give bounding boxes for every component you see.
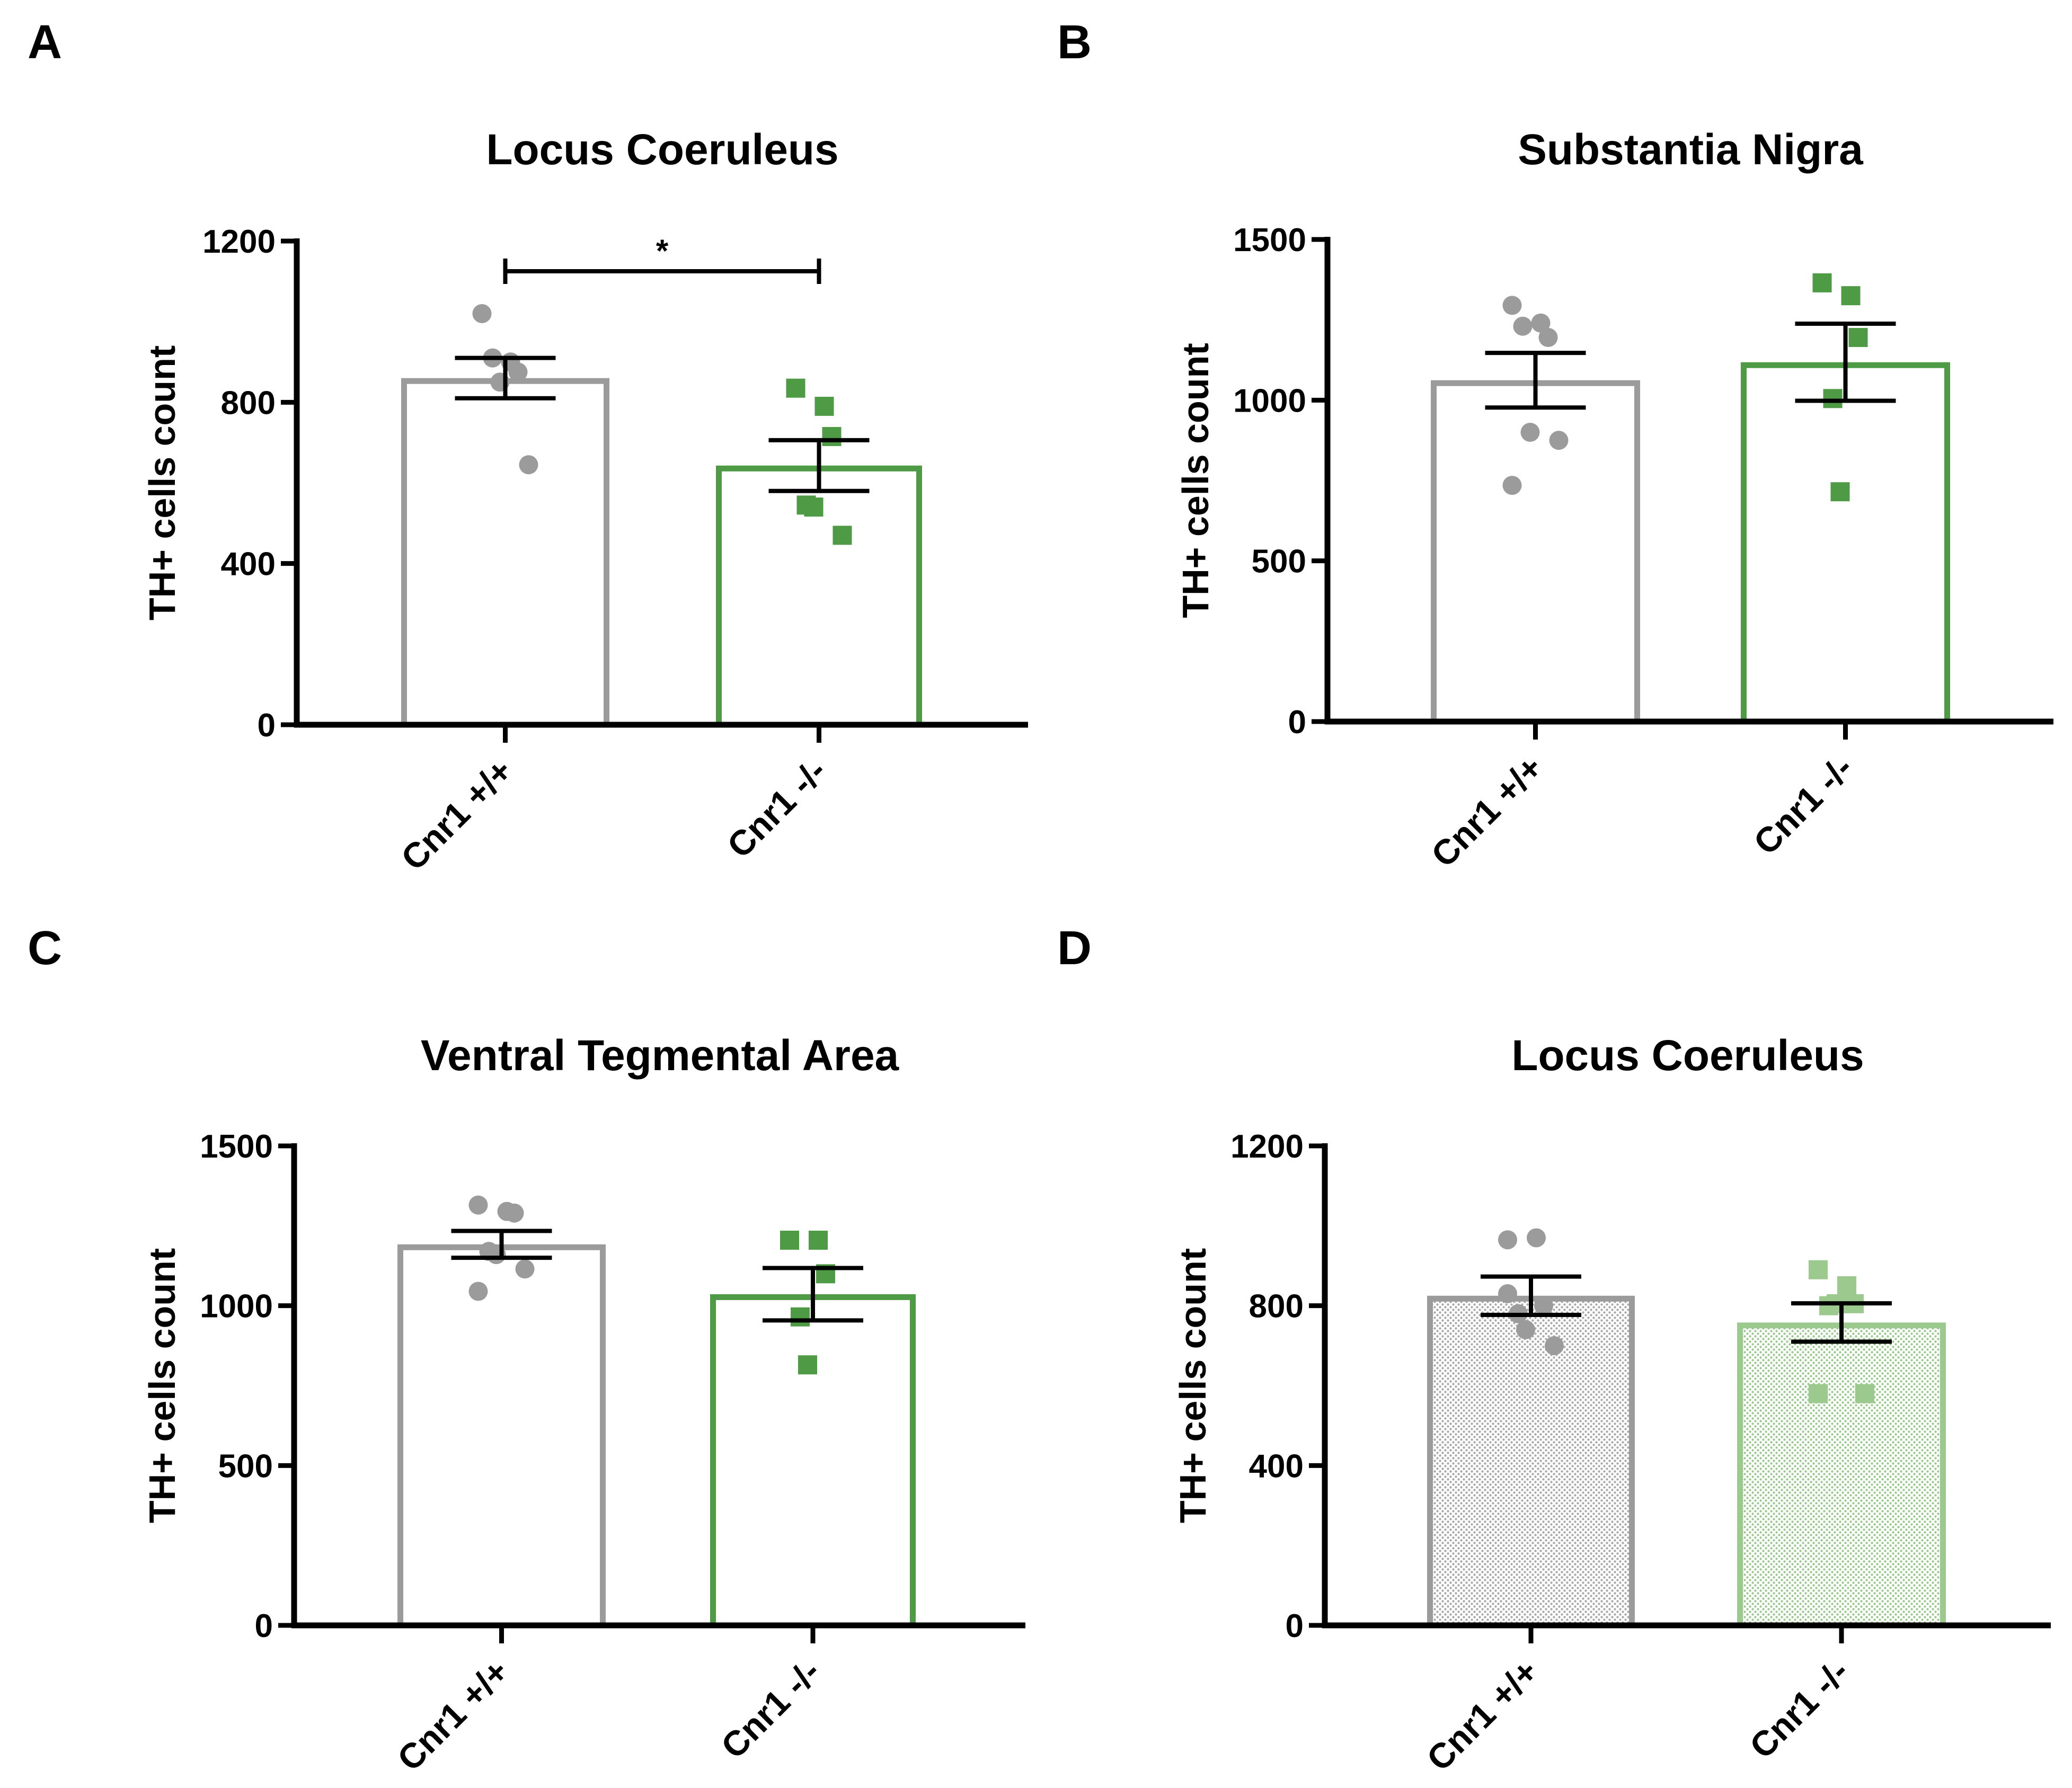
- x-tick-label-b-0: Cnr1 +/+: [1423, 748, 1550, 875]
- y-tick-label-a-0: 0: [258, 707, 276, 744]
- data-point-a-0-0: [472, 304, 492, 323]
- data-point-d-1-6: [1809, 1384, 1828, 1403]
- y-tick-label-a-1: 400: [221, 546, 276, 583]
- error-bar-c-1: [763, 1266, 863, 1323]
- y-tick-label-d-0: 0: [1286, 1608, 1304, 1644]
- x-tick-label-a-0: Cnr1 +/+: [393, 751, 520, 878]
- bar-a-0: [401, 378, 609, 728]
- error-bar-d-0: [1481, 1274, 1581, 1318]
- data-point-a-1-1: [814, 396, 834, 416]
- panel-a: A Locus Coeruleus TH+ cells count 0 400 800 12…: [28, 16, 1028, 878]
- data-point-b-1-0: [1812, 273, 1832, 292]
- data-point-a-1-4: [804, 497, 824, 517]
- data-point-d-0-4: [1516, 1320, 1535, 1339]
- data-point-c-0-0: [468, 1195, 488, 1215]
- data-point-b-0-4: [1520, 423, 1540, 442]
- y-tick-label-a-2: 800: [221, 385, 276, 421]
- data-point-a-1-0: [786, 378, 805, 398]
- panel-d: D Locus Coeruleus TH+ cells count 0 400 800 12…: [1057, 922, 2051, 1778]
- chart-title-a: Locus Coeruleus: [486, 126, 838, 174]
- y-tick-label-c-0: 0: [255, 1608, 273, 1644]
- significance-bracket-a: [503, 259, 821, 284]
- y-tick-label-b-3: 1500: [1233, 222, 1306, 259]
- bar-c-1: [710, 1294, 916, 1629]
- bar-d-0: [1427, 1295, 1635, 1629]
- panel-letter-c: C: [28, 922, 62, 975]
- y-tick-label-b-2: 1000: [1233, 382, 1306, 419]
- panel-b: B Substantia Nigra TH+ cells count 0 500 1000…: [1057, 16, 2053, 875]
- data-point-c-0-5: [515, 1259, 535, 1279]
- panel-letter-b: B: [1057, 16, 1092, 69]
- data-point-a-0-5: [519, 455, 538, 475]
- y-tick-label-d-2: 800: [1249, 1288, 1304, 1325]
- panel-letter-a: A: [28, 16, 62, 69]
- chart-title-d: Locus Coeruleus: [1511, 1031, 1864, 1080]
- data-point-c-0-2: [504, 1203, 524, 1223]
- data-point-b-1-3: [1823, 389, 1843, 408]
- y-tick-label-d-3: 1200: [1230, 1128, 1304, 1165]
- x-tick-label-c-0: Cnr1 +/+: [389, 1652, 516, 1778]
- y-axis-label-c: TH+ cells count: [141, 1248, 183, 1523]
- error-bar-a-1: [768, 438, 870, 493]
- data-point-b-1-4: [1830, 482, 1850, 502]
- data-point-d-1-5: [1855, 1384, 1874, 1403]
- data-point-a-0-2: [508, 362, 528, 382]
- data-point-d-0-0: [1498, 1230, 1517, 1250]
- data-point-c-0-6: [468, 1282, 488, 1301]
- significance-label-a: *: [656, 233, 669, 269]
- data-point-a-1-5: [833, 526, 852, 545]
- data-point-a-1-2: [822, 427, 842, 447]
- error-bar-b-1: [1795, 321, 1896, 403]
- bar-c-0: [397, 1244, 606, 1629]
- y-tick-label-b-1: 500: [1252, 544, 1306, 580]
- error-bar-b-0: [1485, 351, 1586, 410]
- y-tick-label-a-3: 1200: [202, 224, 276, 260]
- y-tick-label-c-3: 1500: [200, 1128, 273, 1165]
- data-point-b-0-5: [1549, 431, 1569, 450]
- data-point-c-1-0: [780, 1230, 799, 1250]
- bar-d-1: [1737, 1322, 1946, 1629]
- data-point-b-0-2: [1538, 328, 1558, 348]
- data-point-c-1-4: [798, 1355, 817, 1375]
- data-point-b-0-0: [1502, 296, 1522, 315]
- data-point-c-1-3: [791, 1307, 810, 1327]
- panel-c: C Ventral Tegmental Area TH+ cells count 0 5…: [28, 922, 1025, 1778]
- y-axis-label-b: TH+ cells count: [1175, 343, 1216, 618]
- data-point-d-0-5: [1545, 1336, 1564, 1356]
- y-axis-label-d: TH+ cells count: [1172, 1248, 1214, 1523]
- panel-letter-d: D: [1057, 922, 1092, 975]
- data-point-d-1-1: [1837, 1276, 1856, 1295]
- y-tick-label-b-0: 0: [1288, 704, 1306, 741]
- x-tick-label-d-1: Cnr1 -/-: [1742, 1652, 1856, 1766]
- data-point-c-1-1: [809, 1230, 828, 1250]
- error-bar-d-1: [1791, 1301, 1892, 1344]
- y-tick-label-c-2: 1000: [200, 1288, 273, 1325]
- data-point-b-1-2: [1848, 328, 1868, 348]
- y-tick-label-d-1: 400: [1249, 1448, 1304, 1484]
- data-point-b-0-1: [1531, 313, 1551, 333]
- y-axis-label-a: TH+ cells count: [141, 345, 183, 620]
- data-point-b-1-1: [1841, 286, 1861, 306]
- x-tick-label-b-1: Cnr1 -/-: [1746, 748, 1861, 862]
- x-tick-label-c-1: Cnr1 -/-: [713, 1652, 828, 1766]
- data-point-d-0-6: [1498, 1284, 1517, 1304]
- chart-title-c: Ventral Tegmental Area: [421, 1031, 900, 1080]
- data-point-d-0-2: [1534, 1296, 1553, 1315]
- y-tick-label-c-1: 500: [218, 1448, 273, 1484]
- x-tick-label-a-1: Cnr1 -/-: [720, 751, 834, 866]
- data-point-d-1-0: [1809, 1260, 1828, 1279]
- error-bar-c-0: [451, 1229, 552, 1260]
- data-point-b-0-3: [1513, 316, 1533, 336]
- error-bar-a-0: [455, 355, 556, 401]
- bar-b-1: [1741, 362, 1950, 725]
- chart-title-b: Substantia Nigra: [1518, 126, 1864, 174]
- data-point-b-0-6: [1502, 476, 1522, 495]
- data-point-d-0-1: [1527, 1228, 1546, 1248]
- x-tick-label-d-0: Cnr1 +/+: [1419, 1652, 1546, 1778]
